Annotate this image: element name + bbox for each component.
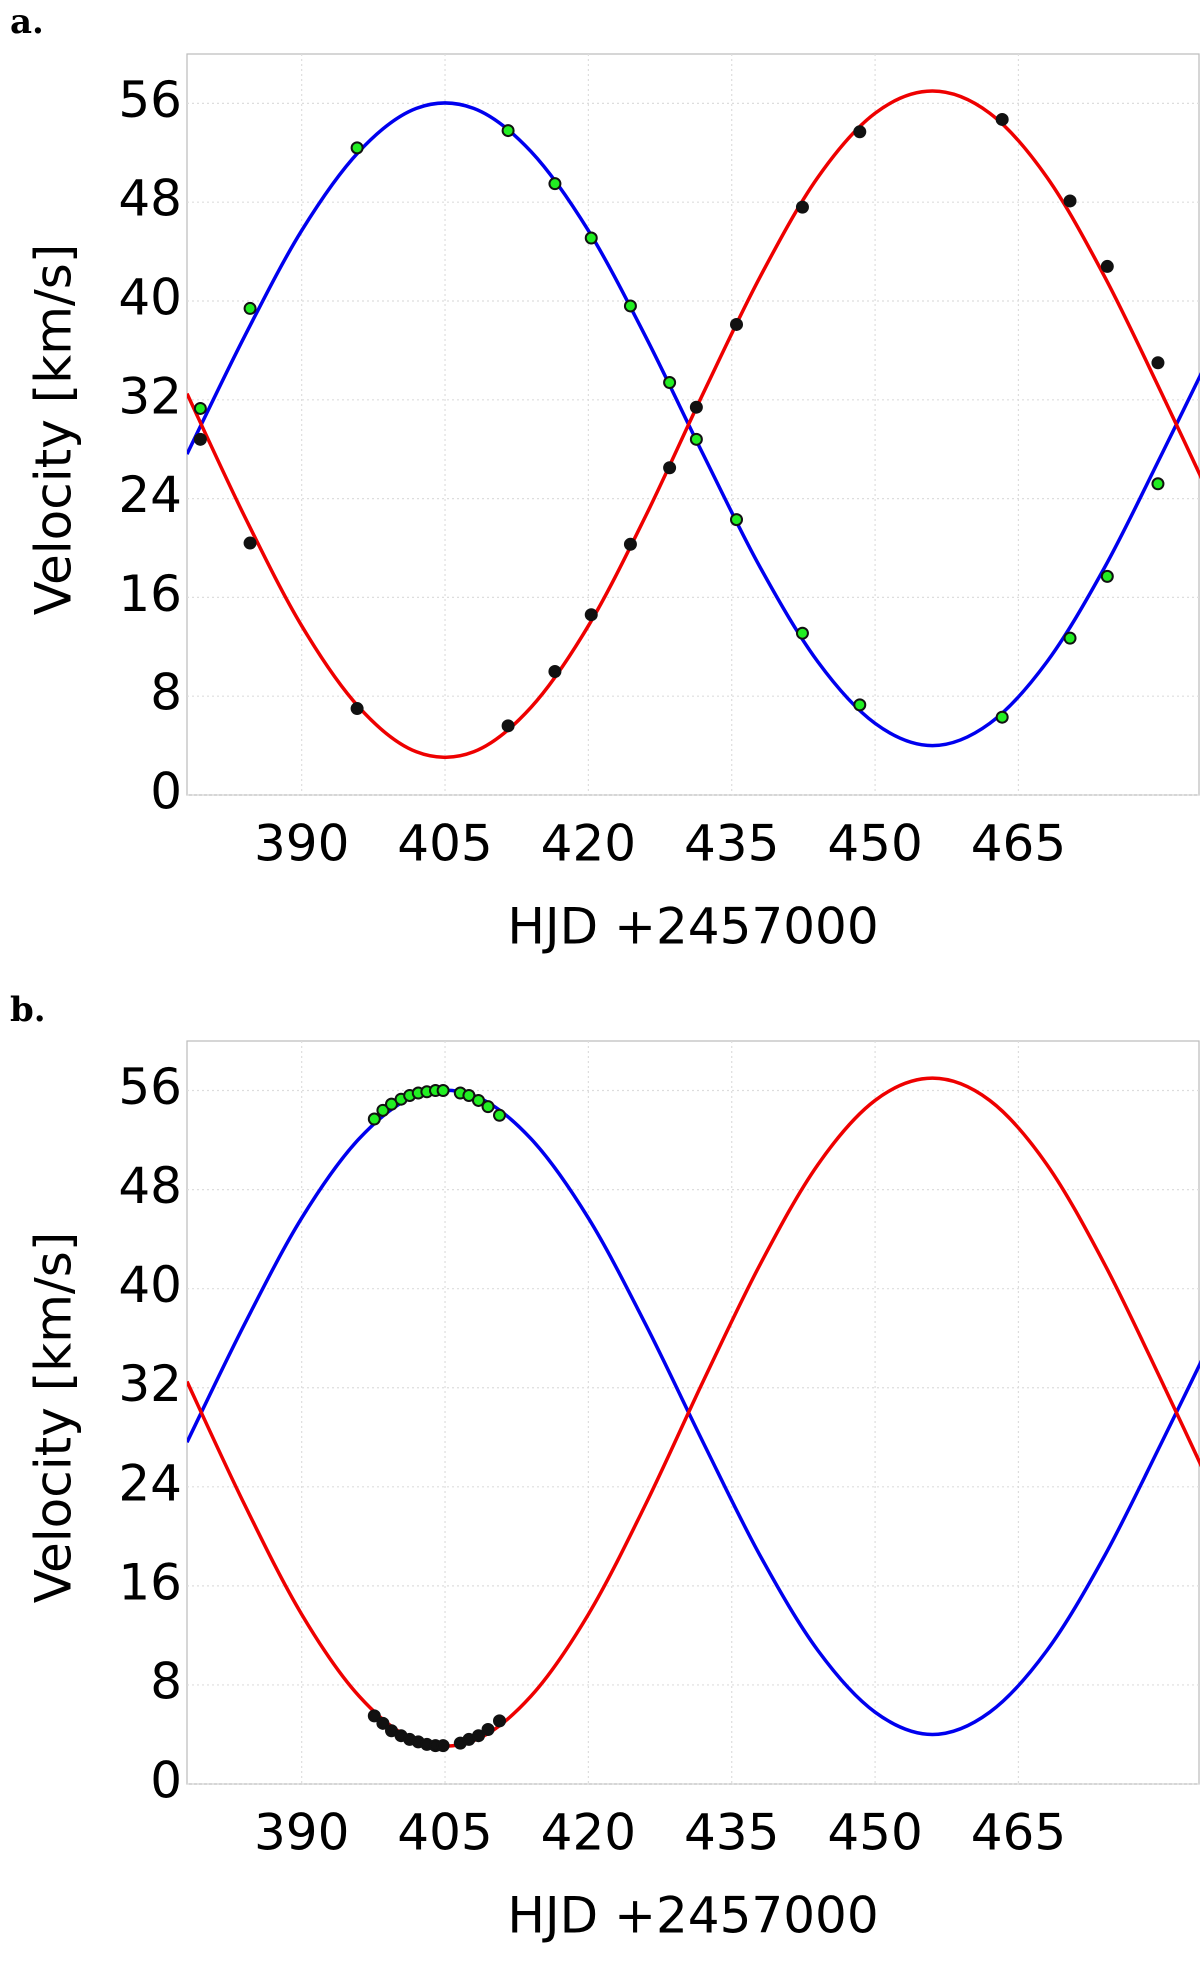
data-point — [376, 1716, 390, 1730]
y-tick-label: 0 — [150, 763, 182, 821]
data-point — [350, 702, 364, 716]
x-tick-label: 450 — [827, 1804, 922, 1862]
data-point — [471, 1729, 485, 1743]
x-tick-label: 450 — [827, 815, 922, 873]
data-point — [1151, 477, 1165, 491]
data-point — [193, 432, 207, 446]
data-point — [367, 1709, 381, 1723]
data-point — [1063, 194, 1077, 208]
y-tick-label: 32 — [118, 367, 182, 425]
data-point — [501, 719, 515, 733]
data-point — [853, 125, 867, 139]
panel-label: b. — [10, 990, 46, 1030]
x-tick-label: 420 — [541, 1804, 636, 1862]
data-point — [1151, 356, 1165, 370]
y-tick-label: 8 — [150, 664, 182, 722]
data-point — [548, 177, 562, 191]
y-tick-label: 40 — [118, 1256, 182, 1314]
data-point — [584, 231, 598, 245]
panel-label: a. — [10, 2, 44, 42]
y-axis-title: Velocity [km/s] — [25, 1232, 83, 1604]
x-axis-title: HJD +2457000 — [507, 1887, 878, 1945]
data-point — [795, 200, 809, 214]
curve — [187, 89, 1200, 760]
curve — [187, 101, 1200, 748]
curve — [187, 1076, 1200, 1748]
data-point — [481, 1100, 495, 1114]
data-point — [623, 537, 637, 551]
y-tick-label: 56 — [118, 1058, 182, 1116]
y-tick-label: 56 — [118, 71, 182, 129]
y-tick-label: 32 — [118, 1355, 182, 1413]
data-point — [376, 1103, 390, 1117]
x-tick-label: 405 — [397, 1804, 492, 1862]
data-point — [995, 710, 1009, 724]
x-tick-label: 390 — [254, 815, 349, 873]
data-point — [663, 376, 677, 390]
data-point — [853, 698, 867, 712]
data-point — [471, 1093, 485, 1107]
data-point — [623, 299, 637, 313]
data-point — [1100, 259, 1114, 273]
y-tick-label: 8 — [150, 1652, 182, 1710]
y-tick-label: 40 — [118, 269, 182, 327]
y-tick-label: 24 — [118, 466, 182, 524]
x-axis-title: HJD +2457000 — [507, 898, 878, 956]
data-point — [350, 141, 364, 155]
y-tick-label: 16 — [118, 1553, 182, 1611]
plot-layer — [187, 89, 1200, 760]
data-point — [436, 1739, 450, 1753]
data-point — [501, 124, 515, 138]
y-tick-label: 16 — [118, 565, 182, 623]
data-point — [689, 432, 703, 446]
data-point — [193, 401, 207, 415]
data-point — [663, 461, 677, 475]
x-tick-label: 420 — [541, 815, 636, 873]
data-point — [1100, 569, 1114, 583]
data-point — [584, 608, 598, 622]
y-tick-label: 24 — [118, 1454, 182, 1512]
data-point — [548, 665, 562, 678]
data-point — [730, 317, 744, 331]
curve — [187, 1088, 1200, 1737]
x-tick-label: 435 — [684, 1804, 779, 1862]
y-axis-title: Velocity [km/s] — [25, 244, 83, 616]
data-point — [689, 400, 703, 414]
data-point — [493, 1108, 507, 1122]
data-point — [493, 1714, 507, 1728]
data-point — [243, 301, 257, 315]
data-point — [243, 536, 257, 550]
x-tick-label: 465 — [971, 1804, 1066, 1862]
y-tick-label: 48 — [118, 1157, 182, 1215]
x-tick-label: 465 — [971, 815, 1066, 873]
y-tick-label: 0 — [150, 1752, 182, 1810]
x-tick-label: 390 — [254, 1804, 349, 1862]
data-point — [730, 513, 744, 527]
x-tick-label: 405 — [397, 815, 492, 873]
data-point — [367, 1112, 381, 1126]
x-tick-label: 435 — [684, 815, 779, 873]
data-point — [995, 112, 1009, 126]
data-point — [1063, 631, 1077, 645]
data-point — [481, 1723, 495, 1737]
data-point — [795, 626, 809, 640]
plot-layer — [187, 1076, 1200, 1748]
y-tick-label: 48 — [118, 170, 182, 228]
data-point — [436, 1084, 450, 1098]
